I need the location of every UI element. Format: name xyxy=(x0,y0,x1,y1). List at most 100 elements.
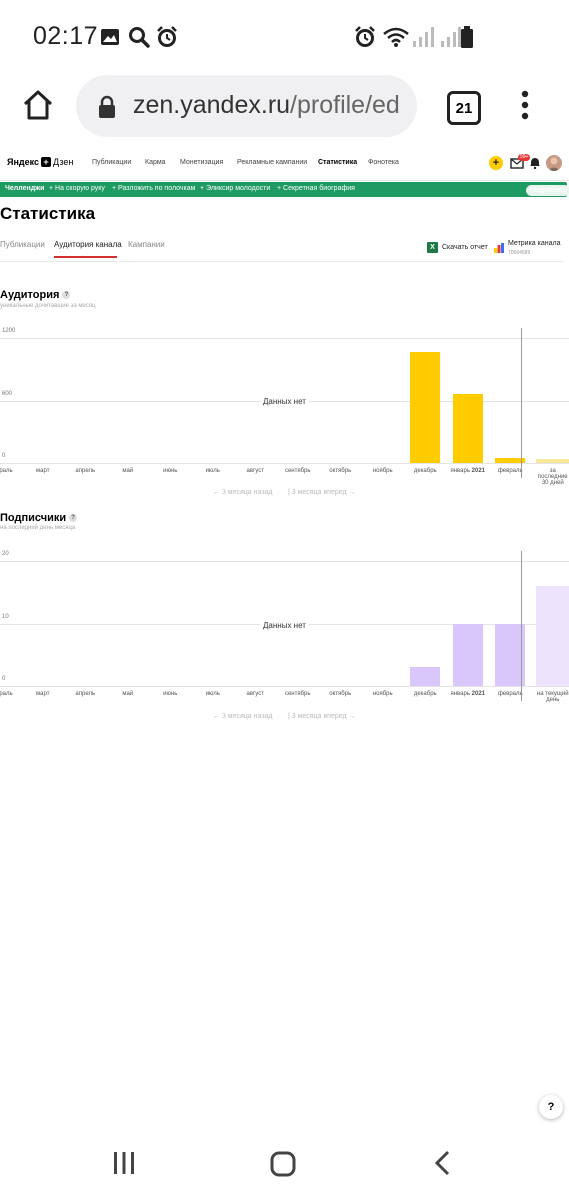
metrika-id: 70564589 xyxy=(508,250,531,256)
page-title: Статистика xyxy=(0,204,96,223)
tabs-button[interactable]: 21 xyxy=(447,91,481,125)
metrika-icon xyxy=(494,243,504,253)
chart-bar[interactable] xyxy=(410,351,441,463)
challenges-banner: Челленджи + На скорую руку + Разложить п… xyxy=(0,182,569,197)
gridline xyxy=(0,463,569,464)
metrika-link[interactable]: Метрика канала xyxy=(508,240,561,247)
x-tick-label: март xyxy=(36,691,50,697)
x-tick-label: август xyxy=(246,468,264,474)
x-tick-label: апрель xyxy=(75,691,96,697)
home-icon[interactable] xyxy=(20,87,56,123)
nav-statistics[interactable]: Статистика xyxy=(318,159,358,166)
pager-prev-label: 3 месяца назад xyxy=(221,489,273,496)
excel-icon: X xyxy=(427,242,438,253)
menu-icon[interactable] xyxy=(500,85,550,125)
nav-publications[interactable]: Публикации xyxy=(92,159,132,166)
url-text[interactable]: zen.yandex.ru/profile/ed xyxy=(133,91,407,120)
y-tick-label: 600 xyxy=(2,390,13,397)
download-report-link[interactable]: Скачать отчет xyxy=(442,244,488,251)
x-tick-label: январь 2021 xyxy=(450,468,485,474)
logo-plus-icon: + xyxy=(41,157,52,167)
more-button[interactable]: Подробнее xyxy=(526,185,569,196)
site-logo[interactable]: Яндекс + Дзен xyxy=(7,157,73,167)
tab-audience[interactable]: Аудитория канала xyxy=(54,240,122,249)
url-bar[interactable] xyxy=(76,75,417,137)
nav-ad-campaigns[interactable]: Рекламные кампании xyxy=(237,159,308,166)
gridline xyxy=(0,686,569,687)
avatar[interactable] xyxy=(546,155,562,171)
pager-prev[interactable]: ← 3 месяца назад xyxy=(213,713,273,720)
pager-prev[interactable]: ← 3 месяца назад xyxy=(213,489,273,496)
x-tick-label: сентябрь xyxy=(284,691,311,697)
y-tick-label: 1200 xyxy=(2,328,16,334)
x-tick-label: июнь xyxy=(163,468,178,474)
tab-campaigns[interactable]: Кампании xyxy=(128,240,165,249)
signal-icon xyxy=(412,26,434,48)
subscribers-title: Подписчики? xyxy=(0,512,78,524)
x-tick-label: сентябрь xyxy=(284,468,311,474)
search-icon xyxy=(128,26,150,48)
x-tick-label: октябрь xyxy=(329,691,352,697)
chart-bar[interactable] xyxy=(495,457,526,463)
chart-bar[interactable] xyxy=(535,586,569,686)
current-period-divider xyxy=(521,551,522,701)
y-tick-label: 10 xyxy=(2,613,9,620)
challenge-item[interactable]: + Эликсир молодости xyxy=(200,185,271,192)
signal-icon xyxy=(440,26,462,48)
current-period-divider xyxy=(521,328,522,478)
chart-bar[interactable] xyxy=(495,623,526,686)
pager-prev-label: 3 месяца назад xyxy=(221,713,273,720)
pager-next[interactable]: | 3 месяца вперед → xyxy=(288,489,356,496)
site-header: Яндекс + Дзен Публикации Карма Монетизац… xyxy=(0,148,569,181)
no-data-label: Данных нет xyxy=(260,621,309,630)
pager-next-label: 3 месяца вперед xyxy=(291,489,347,496)
x-tick-label: октябрь xyxy=(329,468,352,474)
web-content: Яндекс + Дзен Публикации Карма Монетизац… xyxy=(0,148,569,1123)
alarm-icon xyxy=(156,26,178,48)
audience-subtitle: уникальные дочитавшие за месяц xyxy=(0,303,96,309)
bell-icon[interactable] xyxy=(530,157,540,169)
x-tick-label: июнь xyxy=(163,691,178,697)
home-nav-icon[interactable] xyxy=(269,1150,297,1178)
x-tick-label: февраль xyxy=(0,691,13,697)
subscribers-subtitle: на последний день месяца xyxy=(0,525,76,531)
subscribers-chart: 0 10 20 февраль март апрель май июнь июль август с… xyxy=(0,551,569,711)
add-icon[interactable]: + xyxy=(489,156,503,170)
challenge-item[interactable]: + На скорую руку xyxy=(49,185,105,192)
x-tick-label: на текущий день xyxy=(536,691,569,703)
chart-bar[interactable] xyxy=(452,623,483,686)
chart-bar[interactable] xyxy=(410,667,441,686)
challenge-item[interactable]: + Секретная биография xyxy=(277,185,355,192)
nav-monetization[interactable]: Монетизация xyxy=(180,159,224,166)
y-tick-label: 0 xyxy=(2,676,6,682)
recent-apps-icon[interactable] xyxy=(110,1150,138,1176)
audience-title-text: Аудитория xyxy=(0,289,60,301)
nav-karma[interactable]: Карма xyxy=(145,159,166,166)
x-tick-label: декабрь xyxy=(413,468,437,474)
no-data-label: Данных нет xyxy=(260,397,309,406)
tab-publications[interactable]: Публикации xyxy=(0,240,45,249)
challenge-item[interactable]: + Разложить по полочкам xyxy=(112,185,196,192)
audience-chart: 0 600 1200 февраль март апрель май июнь июль авгу… xyxy=(0,328,569,488)
nav-phonoteka[interactable]: Фонотека xyxy=(368,159,399,166)
help-icon[interactable]: ? xyxy=(69,514,78,523)
browser-toolbar xyxy=(0,70,569,142)
logo-text-light: Дзен xyxy=(53,157,74,167)
logo-text: Яндекс xyxy=(7,157,40,167)
alarm-icon xyxy=(354,26,376,48)
x-tick-label: апрель xyxy=(75,468,96,474)
y-tick-label: 20 xyxy=(2,551,9,557)
pager-next-label: 3 месяца вперед xyxy=(291,713,347,720)
audience-title: Аудитория? xyxy=(0,289,71,301)
help-icon[interactable]: ? xyxy=(62,291,71,300)
help-button[interactable]: ? xyxy=(539,1095,563,1119)
chart-bar[interactable] xyxy=(535,459,569,463)
x-tick-label: ноябрь xyxy=(372,468,393,474)
pager-next[interactable]: | 3 месяца вперед → xyxy=(288,713,356,720)
chart-bar[interactable] xyxy=(452,393,483,463)
wifi-icon xyxy=(382,26,410,48)
status-bar: 02:17 xyxy=(0,0,569,70)
lock-icon xyxy=(96,94,118,120)
back-icon[interactable] xyxy=(430,1150,454,1176)
x-tick-label: июль xyxy=(205,468,220,474)
